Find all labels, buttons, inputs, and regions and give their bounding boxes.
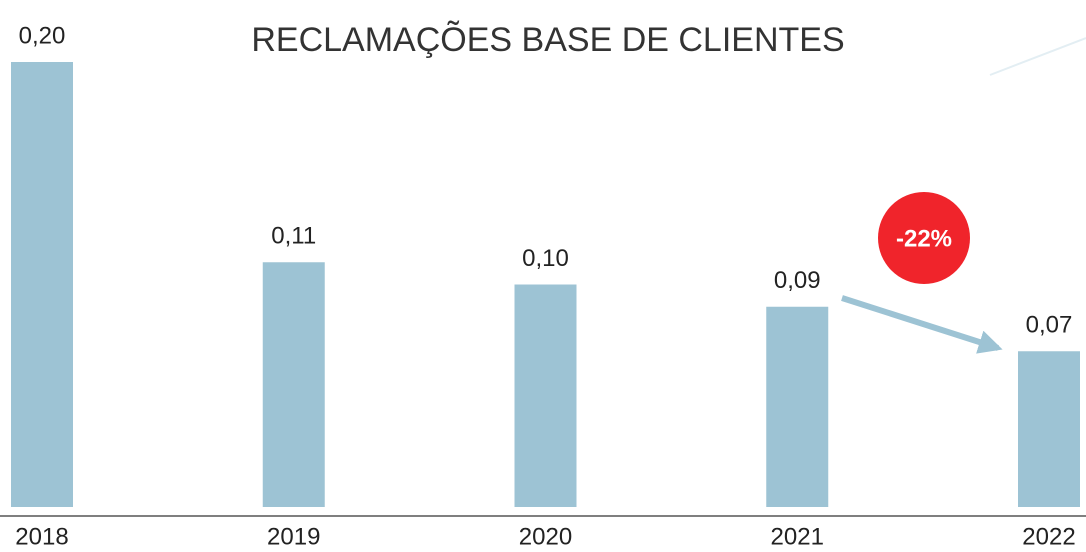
chart-title: RECLAMAÇÕES BASE DE CLIENTES bbox=[251, 21, 844, 59]
value-label: 0,20 bbox=[19, 22, 66, 49]
bar bbox=[514, 284, 577, 507]
x-tick-label: 2018 bbox=[15, 523, 68, 550]
bar bbox=[11, 62, 73, 507]
bar bbox=[1018, 351, 1080, 507]
badge bbox=[878, 192, 970, 284]
annotation: -22% bbox=[896, 225, 952, 252]
decoration bbox=[989, 37, 1086, 76]
x-tick-label: 2022 bbox=[1022, 523, 1075, 550]
value-label: 0,10 bbox=[522, 245, 569, 272]
value-label: 0,09 bbox=[774, 267, 821, 294]
x-tick-label: 2020 bbox=[519, 523, 572, 550]
value-label: 0,07 bbox=[1026, 312, 1073, 339]
trend-arrow bbox=[841, 295, 1003, 354]
bar bbox=[262, 262, 325, 507]
value-label: 0,11 bbox=[271, 223, 316, 250]
x-tick-label: 2021 bbox=[771, 523, 824, 550]
x-tick-label: 2019 bbox=[267, 523, 320, 550]
bar bbox=[766, 306, 829, 507]
